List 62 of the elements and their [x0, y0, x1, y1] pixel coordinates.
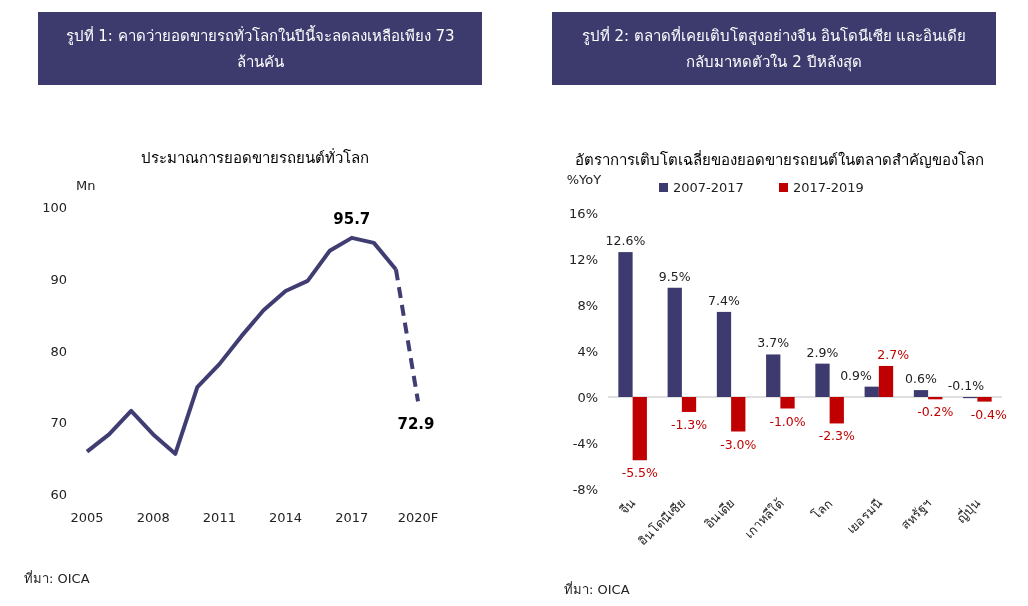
legend-label: 2017-2019: [793, 180, 864, 195]
data-label: 12.6%: [605, 233, 646, 249]
bar: [913, 390, 929, 397]
annotation: 72.9: [397, 415, 435, 434]
x-tick-label: 2014: [269, 510, 303, 525]
data-label: 2.9%: [806, 344, 839, 360]
y-axis-title: Mn: [76, 178, 96, 193]
y-tick-label: 16%: [569, 206, 598, 221]
y-tick-label: 12%: [569, 252, 598, 267]
data-label: -0.1%: [947, 378, 985, 393]
y-tick-label: -4%: [572, 436, 598, 451]
x-tick-label: โลก: [808, 495, 836, 523]
data-label: -0.4%: [970, 406, 1008, 422]
y-tick-label: 100: [42, 200, 67, 215]
data-label: -2.3%: [818, 428, 856, 444]
x-tick-label: 2011: [202, 510, 236, 525]
bar: [681, 397, 697, 412]
text: ที่มา: OICA: [24, 570, 90, 586]
chart-subtitle: ประมาณการยอดขายรถยนต์ทั่วโลก: [141, 147, 369, 167]
data-label: -3.0%: [720, 436, 757, 452]
data-label: -1.3%: [670, 416, 708, 432]
y-tick-label: 8%: [577, 298, 598, 313]
bar: [878, 365, 894, 397]
data-label: 7.4%: [708, 292, 740, 308]
x-tick-label: 2005: [70, 510, 104, 525]
x-tick-label: จีน: [616, 495, 639, 518]
data-label: -0.2%: [917, 404, 954, 420]
text: ที่มา: OICA: [564, 581, 630, 597]
y-axis-title: %YoY: [566, 172, 602, 187]
chart-title: รูปที่ 1: คาดว่ายอดขายรถทั่วโลกในปีนี้จะลดลงเหลือเพียง 73 ล้านคัน: [38, 12, 482, 85]
data-label: 9.5%: [658, 268, 691, 284]
data-label: -1.0%: [769, 413, 806, 429]
y-tick-label: -8%: [572, 482, 598, 497]
x-tick-label: 2017: [335, 510, 369, 525]
x-tick-label: 2008: [136, 510, 170, 525]
y-tick-label: 70: [50, 415, 67, 431]
chart-subtitle: อัตราการเติบโตเฉลี่ยของยอดขายรถยนต์ในตลาดสำคัญของโลก: [574, 149, 984, 169]
bar: [864, 386, 879, 397]
data-label: 3.7%: [757, 335, 790, 351]
bar: [815, 363, 830, 397]
bar: [766, 354, 781, 397]
data-label: 0.9%: [840, 367, 873, 383]
y-tick-label: 90: [50, 271, 67, 287]
y-tick-label: 80: [50, 343, 67, 359]
bar: [716, 311, 732, 397]
y-tick-label: 60: [50, 487, 67, 502]
data-label: 2.7%: [877, 346, 910, 362]
y-tick-label: 4%: [577, 344, 598, 359]
x-tick-label: 2020F: [397, 510, 439, 525]
bar: [977, 397, 992, 402]
bar: [667, 287, 682, 397]
annotation: 95.7: [333, 209, 371, 228]
y-tick-label: 0%: [577, 390, 598, 405]
data-label: 0.6%: [905, 371, 937, 387]
legend-label: 2007-2017: [673, 180, 744, 195]
bar: [618, 252, 633, 397]
chart-title: รูปที่ 2: ตลาดที่เคยเติบโตสูงอย่างจีน อินโดนีเซีย และอินเดีย กลับมาหดตัวใน 2 ปีหลังสุด: [552, 12, 996, 85]
bar: [829, 397, 844, 424]
bar: [780, 397, 795, 409]
data-label: -5.5%: [621, 465, 659, 481]
bar: [632, 397, 647, 461]
bar: [731, 397, 746, 432]
